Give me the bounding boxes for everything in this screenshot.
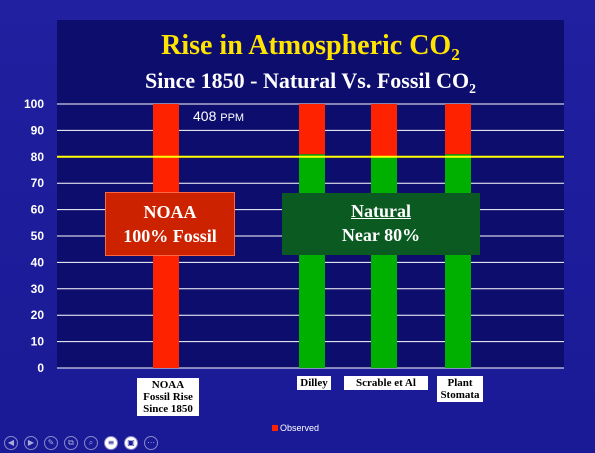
y-tick-label: 80 bbox=[31, 150, 45, 164]
noaa-callout-line1: NOAA bbox=[143, 202, 197, 222]
x-tick-label: Dilley bbox=[297, 376, 331, 390]
menu-icon[interactable]: ≡ bbox=[104, 436, 118, 451]
x-tick-label-line: Scrable et Al bbox=[356, 377, 416, 389]
legend-label: Observed bbox=[280, 423, 320, 433]
x-tick-label: Plant Stomata bbox=[437, 376, 483, 402]
x-tick-label: NOAA Fossil Rise Since 1850 bbox=[137, 378, 199, 416]
chart-title: Rise in Atmospheric CO2 bbox=[161, 30, 460, 65]
bar-natural bbox=[299, 154, 325, 368]
natural-callout-line1: Natural bbox=[351, 201, 411, 221]
natural-callout-line2: Near 80% bbox=[341, 225, 421, 245]
x-tick-label-line: Dilley bbox=[300, 377, 328, 389]
next-icon[interactable]: ▶ bbox=[24, 436, 38, 451]
bar-observed bbox=[299, 104, 325, 155]
pen-icon[interactable]: ✎ bbox=[44, 436, 58, 451]
copy-icon[interactable]: ⧉ bbox=[64, 436, 78, 451]
noaa-callout: NOAA 100% Fossil bbox=[105, 192, 235, 256]
slide-toolbar: ◀ ▶ ✎ ⧉ ⌕ ≡ ▣ ⋯ bbox=[4, 434, 164, 451]
y-tick-label: 0 bbox=[37, 361, 44, 375]
bar-observed bbox=[445, 104, 471, 155]
y-tick-label: 50 bbox=[31, 229, 45, 243]
y-tick-label: 100 bbox=[24, 97, 44, 111]
bar-natural bbox=[371, 156, 397, 368]
search-icon[interactable]: ⌕ bbox=[84, 436, 98, 451]
ppm-annotation: 408 PPM bbox=[193, 108, 245, 124]
legend-swatch bbox=[272, 425, 278, 431]
x-tick-label-line: Plant bbox=[447, 377, 473, 389]
x-tick-label-line: Since 1850 bbox=[143, 403, 193, 415]
camera-icon[interactable]: ▣ bbox=[124, 436, 138, 451]
y-tick-label: 90 bbox=[31, 123, 45, 137]
y-tick-label: 10 bbox=[31, 335, 45, 349]
chart-subtitle: Since 1850 - Natural Vs. Fossil CO2 bbox=[145, 68, 476, 96]
y-tick-label: 30 bbox=[31, 282, 45, 296]
noaa-callout-line2: 100% Fossil bbox=[123, 226, 217, 246]
y-tick-label: 70 bbox=[31, 176, 45, 190]
prev-icon[interactable]: ◀ bbox=[4, 436, 18, 451]
x-tick-label-line: Stomata bbox=[440, 389, 480, 401]
more-icon[interactable]: ⋯ bbox=[144, 436, 158, 451]
x-tick-label-line: Fossil Rise bbox=[143, 391, 193, 403]
x-tick-label: Scrable et Al bbox=[344, 376, 428, 390]
natural-callout: Natural Near 80% bbox=[282, 193, 480, 255]
y-tick-label: 20 bbox=[31, 308, 45, 322]
bar-natural bbox=[445, 154, 471, 368]
bar-observed bbox=[371, 104, 397, 157]
x-tick-label-line: NOAA bbox=[151, 379, 185, 391]
legend: Observed bbox=[272, 423, 319, 433]
y-tick-label: 40 bbox=[31, 255, 45, 269]
y-tick-label: 60 bbox=[31, 203, 45, 217]
